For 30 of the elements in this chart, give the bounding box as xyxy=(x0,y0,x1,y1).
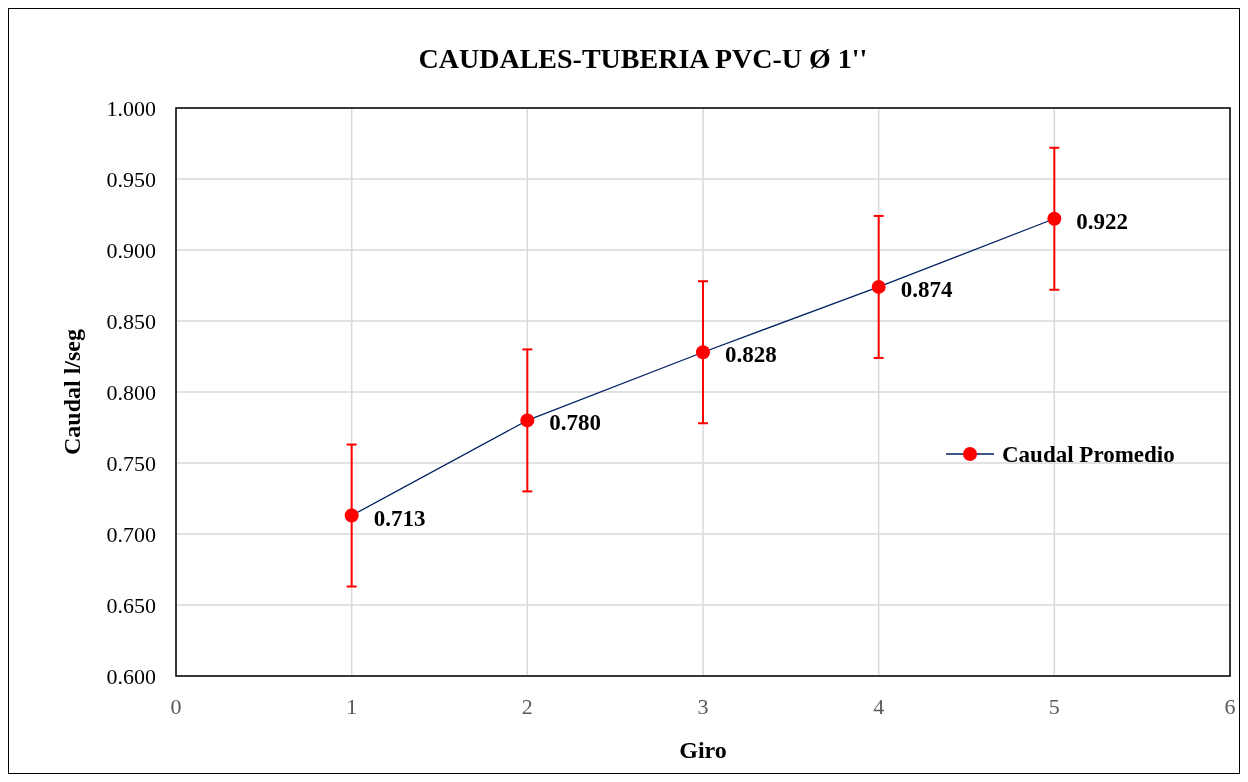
y-tick-label: 0.850 xyxy=(106,309,156,334)
y-axis-title: Caudal l/seg xyxy=(59,328,85,456)
x-tick-label: 3 xyxy=(697,694,709,719)
data-label: 0.874 xyxy=(900,276,953,302)
x-tick-label: 5 xyxy=(1048,694,1060,719)
x-tick-label: 1 xyxy=(346,694,358,719)
x-tick-label: 0 xyxy=(170,694,182,719)
data-label: 0.828 xyxy=(725,342,777,368)
point xyxy=(344,508,359,523)
data-label: 0.713 xyxy=(373,505,426,531)
y-tick-label: 0.700 xyxy=(106,522,156,547)
x-tick-label: 4 xyxy=(873,694,885,719)
x-tick-label: 2 xyxy=(521,694,533,719)
x-tick-label: 6 xyxy=(1224,694,1236,719)
point xyxy=(520,413,535,428)
y-tick-label: 0.900 xyxy=(106,238,156,263)
point xyxy=(1047,211,1062,226)
legend-label: Caudal Promedio xyxy=(1002,442,1175,467)
data-label: 0.780 xyxy=(549,410,602,436)
y-tick-label: 0.650 xyxy=(106,593,156,618)
y-tick-label: 0.750 xyxy=(106,451,156,476)
y-tick-label: 1.000 xyxy=(106,96,156,121)
point xyxy=(696,345,710,360)
y-tick-label: 0.950 xyxy=(106,167,156,192)
point xyxy=(871,279,886,294)
y-tick-label: 0.800 xyxy=(106,380,156,405)
y-tick-label: 0.600 xyxy=(106,664,156,689)
chart-title: CAUDALES-TUBERIA PVC-U Ø 1'' xyxy=(418,43,868,74)
x-axis-title: Giro xyxy=(679,737,727,763)
data-label: 0.922 xyxy=(1076,208,1129,234)
